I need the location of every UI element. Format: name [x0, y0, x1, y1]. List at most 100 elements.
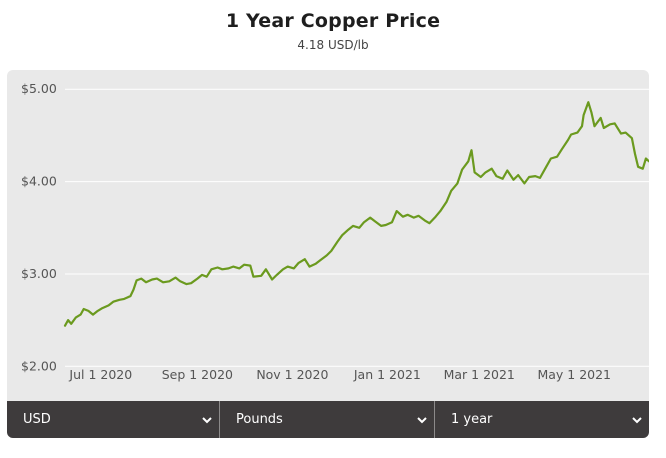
currency-select-value: USD — [23, 412, 51, 427]
series-line — [63, 101, 649, 327]
data-point — [556, 156, 558, 158]
data-point — [473, 171, 475, 173]
data-point — [358, 227, 360, 229]
data-point — [582, 114, 584, 116]
data-point — [593, 125, 595, 127]
data-point — [243, 264, 245, 266]
data-point — [210, 268, 212, 270]
data-point — [336, 240, 338, 242]
data-point — [330, 250, 332, 252]
currency-select[interactable]: USD — [7, 401, 220, 438]
data-point — [470, 149, 472, 151]
data-point — [609, 123, 611, 125]
data-point — [67, 319, 69, 321]
data-point — [75, 316, 77, 318]
data-point — [590, 111, 592, 113]
data-point — [238, 267, 240, 269]
period-select-value: 1 year — [451, 412, 493, 427]
data-point — [517, 174, 519, 176]
data-point — [456, 182, 458, 184]
data-point — [162, 281, 164, 283]
data-point — [185, 283, 187, 285]
data-point — [369, 216, 371, 218]
data-point — [271, 278, 273, 280]
data-point — [319, 259, 321, 261]
data-point — [341, 234, 343, 236]
data-point — [634, 153, 636, 155]
data-point — [287, 265, 289, 267]
data-point — [315, 263, 317, 265]
data-point — [179, 280, 181, 282]
data-point — [92, 313, 94, 315]
y-tick-label: $5.00 — [21, 81, 57, 96]
current-price-subtitle: 4.18 USD/lb — [297, 38, 369, 52]
data-point — [83, 308, 85, 310]
x-tick-label: Mar 1 2021 — [444, 367, 515, 382]
data-point — [112, 301, 114, 303]
data-point — [402, 216, 404, 218]
data-point — [550, 157, 552, 159]
data-point — [396, 210, 398, 212]
data-point — [206, 276, 208, 278]
data-point — [506, 169, 508, 171]
data-point — [413, 216, 415, 218]
data-point — [101, 307, 103, 309]
data-point — [495, 175, 497, 177]
page-title: 1 Year Copper Price — [225, 10, 441, 32]
data-point — [385, 224, 387, 226]
data-point — [297, 262, 299, 264]
data-point — [637, 166, 639, 168]
data-point — [190, 282, 192, 284]
data-point — [276, 274, 278, 276]
data-point — [79, 313, 81, 315]
data-point — [64, 325, 66, 327]
data-point — [352, 225, 354, 227]
data-point — [221, 268, 223, 270]
data-point — [534, 175, 536, 177]
data-point — [624, 131, 626, 133]
data-point — [631, 137, 633, 139]
data-point — [363, 221, 365, 223]
data-point — [406, 214, 408, 216]
data-point — [380, 225, 382, 227]
data-point — [491, 168, 493, 170]
data-point — [642, 168, 644, 170]
data-point — [216, 266, 218, 268]
data-point — [567, 139, 569, 141]
data-point — [576, 131, 578, 133]
data-point — [620, 132, 622, 134]
data-point — [480, 176, 482, 178]
data-point — [304, 258, 306, 260]
data-point — [581, 125, 583, 127]
data-point — [252, 276, 254, 278]
data-point — [201, 274, 203, 276]
period-select[interactable]: 1 year — [435, 401, 649, 438]
data-point — [174, 276, 176, 278]
unit-select[interactable]: Pounds — [220, 401, 435, 438]
data-point — [439, 210, 441, 212]
data-point — [132, 288, 134, 290]
controls-bar: USD Pounds 1 year — [7, 401, 649, 438]
x-tick-label: Jul 1 2020 — [68, 367, 132, 382]
data-point — [645, 157, 647, 159]
price-chart: $2.00 $3.00 $4.00 $5.00 Jul 1 2020 Sep 1 2020… — [21, 81, 649, 382]
data-point — [107, 304, 109, 306]
data-point — [539, 177, 541, 179]
unit-select-value: Pounds — [236, 412, 283, 427]
y-tick-label: $3.00 — [21, 266, 57, 281]
data-point — [347, 228, 349, 230]
data-point — [123, 298, 125, 300]
data-point — [168, 280, 170, 282]
data-point — [97, 310, 99, 312]
chevron-down-icon — [201, 414, 213, 426]
data-point — [512, 179, 514, 181]
x-tick-label: May 1 2021 — [537, 367, 611, 382]
data-point — [135, 279, 137, 281]
data-point — [570, 133, 572, 135]
data-point — [325, 254, 327, 256]
data-point — [70, 323, 72, 325]
data-point — [232, 265, 234, 267]
data-point — [145, 281, 147, 283]
data-point — [140, 277, 142, 279]
data-point — [374, 220, 376, 222]
